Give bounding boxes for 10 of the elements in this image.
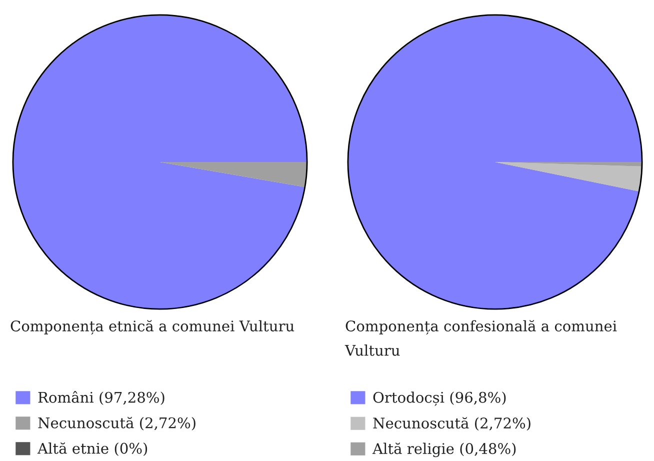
pie-slice: [160, 162, 308, 188]
pie-slice: [495, 162, 642, 192]
legend-label: Altă religie (0,48%): [372, 442, 516, 458]
legend-label: Necunoscută (2,72%): [38, 416, 196, 430]
legend-label: Necunoscută (2,72%): [373, 417, 530, 431]
legend-label: Altă etnie (0%): [37, 442, 148, 456]
text: Componența etnică a comunei Vulturu: [10, 320, 294, 335]
legend-label: Români (97,28%): [38, 390, 164, 405]
text: Componența confesională a comunei Vulturu: [344, 320, 617, 356]
legend-label: Ortodocși (96,8%): [373, 392, 506, 406]
